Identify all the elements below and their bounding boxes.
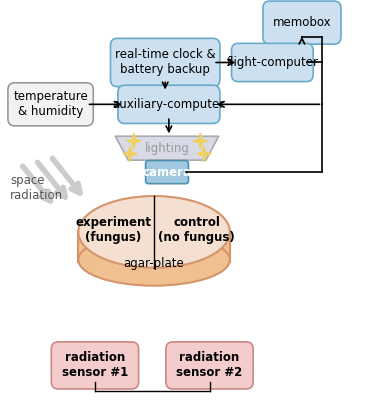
FancyBboxPatch shape <box>232 43 313 82</box>
Text: lighting: lighting <box>145 142 190 156</box>
Polygon shape <box>127 133 141 149</box>
Text: real-time clock &
battery backup: real-time clock & battery backup <box>115 48 216 76</box>
Ellipse shape <box>78 234 230 286</box>
Text: temperature
& humidity: temperature & humidity <box>13 90 88 118</box>
Polygon shape <box>193 133 208 149</box>
Polygon shape <box>123 146 137 162</box>
Text: agar-plate: agar-plate <box>124 257 184 270</box>
Text: flight-computer: flight-computer <box>226 56 318 69</box>
Ellipse shape <box>78 196 230 268</box>
Text: memobox: memobox <box>273 16 331 29</box>
Polygon shape <box>115 136 219 160</box>
Text: space
radiation: space radiation <box>10 174 63 202</box>
Text: camera: camera <box>142 166 191 178</box>
FancyBboxPatch shape <box>263 1 341 44</box>
FancyBboxPatch shape <box>8 83 93 126</box>
FancyBboxPatch shape <box>111 38 220 86</box>
FancyBboxPatch shape <box>145 160 188 184</box>
Bar <box>78 231 230 262</box>
FancyBboxPatch shape <box>51 342 138 389</box>
Text: control
(no fungus): control (no fungus) <box>158 216 235 244</box>
Polygon shape <box>197 146 211 162</box>
FancyBboxPatch shape <box>118 85 220 124</box>
Text: radiation
sensor #1: radiation sensor #1 <box>62 352 128 380</box>
Text: radiation
sensor #2: radiation sensor #2 <box>176 352 243 380</box>
Text: experiment
(fungus): experiment (fungus) <box>75 216 151 244</box>
Text: auxiliary-computer: auxiliary-computer <box>113 98 225 111</box>
FancyBboxPatch shape <box>166 342 253 389</box>
